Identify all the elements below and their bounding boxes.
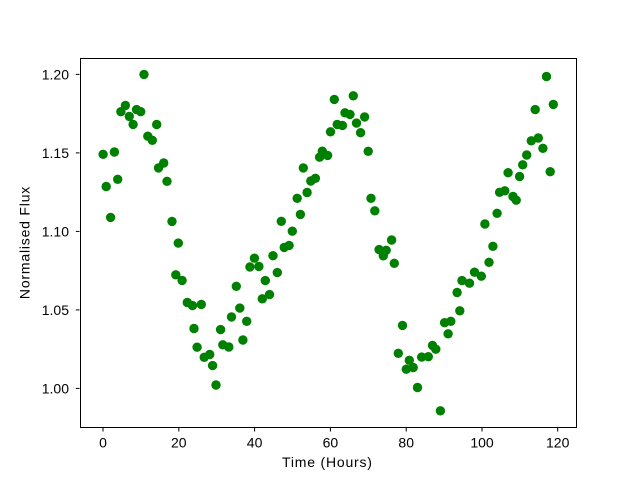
svg-text:0: 0 (99, 435, 107, 451)
svg-text:1.00: 1.00 (42, 381, 69, 397)
svg-text:Time (Hours): Time (Hours) (282, 454, 373, 470)
svg-text:1.05: 1.05 (42, 302, 69, 318)
svg-text:120: 120 (546, 435, 570, 451)
svg-text:100: 100 (470, 435, 494, 451)
svg-text:40: 40 (247, 435, 263, 451)
svg-text:Normalised Flux: Normalised Flux (17, 186, 33, 299)
svg-text:60: 60 (323, 435, 339, 451)
svg-text:80: 80 (398, 435, 414, 451)
svg-text:20: 20 (171, 435, 187, 451)
svg-text:1.10: 1.10 (42, 224, 69, 240)
svg-text:1.20: 1.20 (42, 67, 69, 83)
svg-text:1.15: 1.15 (42, 145, 69, 161)
